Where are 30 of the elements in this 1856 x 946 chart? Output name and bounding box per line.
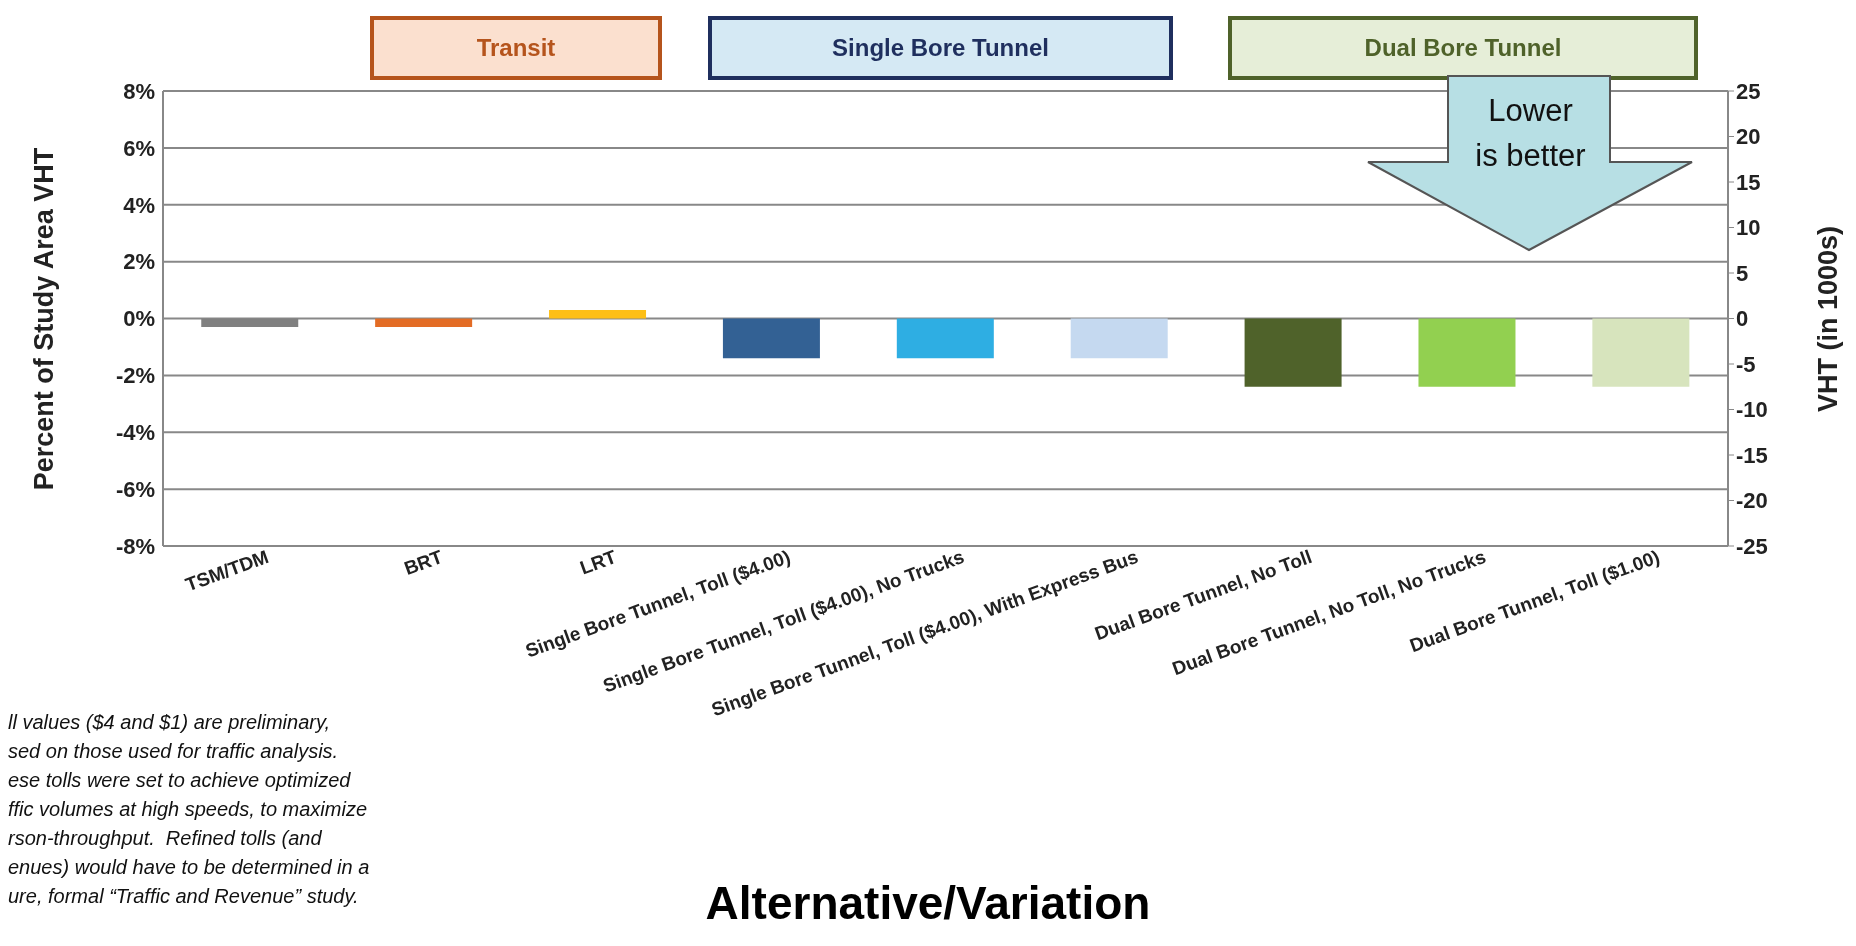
y2-tick-label: 20 [1736,124,1761,150]
y-axis-title: Percent of Study Area VHT [28,147,60,490]
x-tick-label: BRT [401,545,446,580]
y-tick-label: 8% [123,78,155,104]
y-tick-label: 0% [123,306,155,332]
text: Single Bore Tunnel [708,16,1173,80]
y2-axis-title: VHT (in 1000s) [1812,225,1844,412]
text: Transit [370,16,662,80]
y2-tick-label: -15 [1736,442,1768,468]
text: ll values ($4 and $1) are preliminary, sed on those used for traffic analysis. ese tolls were set to achieve optimized ffic volumes at high speeds, to maximize rson-throughput. Refined tolls (and enues) would have to be determined in a ure, formal “Traffic and Revenue” study. [8,710,370,909]
y-tick-label: -4% [115,420,155,446]
y-tick-label: -2% [115,363,155,389]
text: Dual Bore Tunnel [1228,16,1698,80]
y-tick-label: -6% [115,476,155,502]
x-axis-title: Alternative/Variation [705,876,1151,930]
y2-tick-label: -20 [1736,488,1768,514]
y-tick-label: 6% [123,135,155,161]
y2-tick-label: -5 [1736,351,1756,377]
y2-tick-label: 25 [1736,78,1761,104]
y2-tick-label: 5 [1736,260,1749,286]
annotation: Lower is better [1474,92,1587,175]
y-tick-label: 2% [123,249,155,275]
y2-tick-label: 15 [1736,169,1761,195]
y-tick-label: -8% [115,533,155,559]
y2-tick-label: -10 [1736,397,1768,423]
y-tick-label: 4% [123,192,155,218]
y2-tick-label: 0 [1736,306,1749,332]
y2-tick-label: -25 [1736,533,1768,559]
x-tick-label: LRT [577,545,620,579]
y2-tick-label: 10 [1736,215,1761,241]
